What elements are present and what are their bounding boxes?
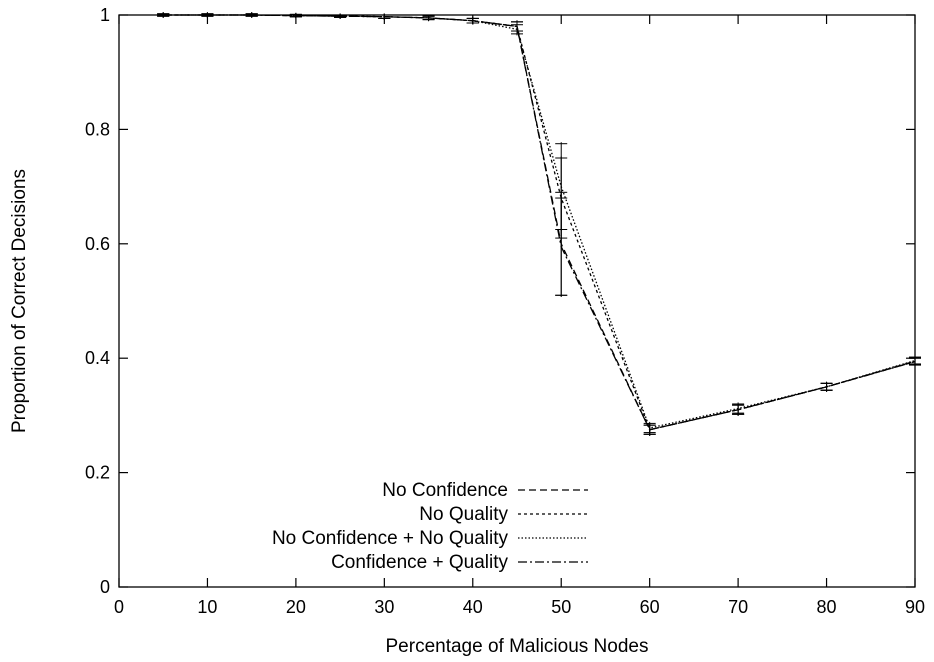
- y-tick-label: 0: [100, 577, 110, 597]
- series-3: [157, 12, 921, 435]
- series-line: [163, 14, 916, 431]
- series-2: [157, 12, 921, 436]
- error-bar: [732, 403, 745, 416]
- error-bar: [909, 356, 921, 367]
- legend-label: Confidence + Quality: [331, 552, 508, 573]
- axis-ticks: 0 10 20 30 40 50 60 70 80 90 0 0.2 0.4 0.6 0.8 1: [85, 5, 925, 617]
- x-tick-label: 80: [817, 597, 837, 617]
- x-tick-label: 30: [374, 597, 394, 617]
- series-line: [163, 14, 916, 431]
- legend: No Confidence No Quality No Confidence + N…: [272, 480, 588, 573]
- error-bar: [511, 20, 523, 33]
- x-tick-label: 20: [286, 597, 306, 617]
- error-bar: [201, 12, 214, 18]
- error-bar: [289, 12, 302, 19]
- y-tick-label: 0.4: [85, 348, 110, 368]
- legend-label: No Quality: [419, 504, 508, 525]
- error-bar: [334, 13, 347, 19]
- x-tick-label: 0: [114, 597, 124, 617]
- error-bar: [157, 12, 170, 18]
- error-bar: [643, 423, 656, 436]
- series-4: [157, 12, 921, 436]
- error-bar: [245, 12, 258, 18]
- x-tick-label: 10: [197, 597, 217, 617]
- y-tick-label: 0.2: [85, 463, 110, 483]
- y-tick-label: 1: [100, 5, 110, 25]
- y-axis-label: Proportion of Correct Decisions: [9, 169, 30, 433]
- series-line: [163, 14, 916, 431]
- plot-frame: [118, 14, 916, 588]
- x-tick-label: 60: [640, 597, 660, 617]
- error-bar: [422, 14, 435, 22]
- x-tick-label: 40: [463, 597, 483, 617]
- x-axis-label: Percentage of Malicious Nodes: [386, 636, 649, 657]
- series-line: [163, 14, 916, 429]
- series-1: [157, 12, 921, 436]
- error-bar: [466, 16, 479, 25]
- x-tick-label: 90: [905, 597, 925, 617]
- x-tick-label: 50: [551, 597, 571, 617]
- y-tick-label: 0.8: [85, 119, 110, 139]
- y-tick-label: 0.6: [85, 234, 110, 254]
- error-bar: [378, 13, 391, 20]
- error-bar: [820, 381, 833, 392]
- x-tick-label: 70: [728, 597, 748, 617]
- legend-label: No Confidence + No Quality: [272, 528, 509, 549]
- series-group: [157, 12, 921, 436]
- error-bar: [555, 196, 568, 297]
- legend-label: No Confidence: [382, 480, 508, 501]
